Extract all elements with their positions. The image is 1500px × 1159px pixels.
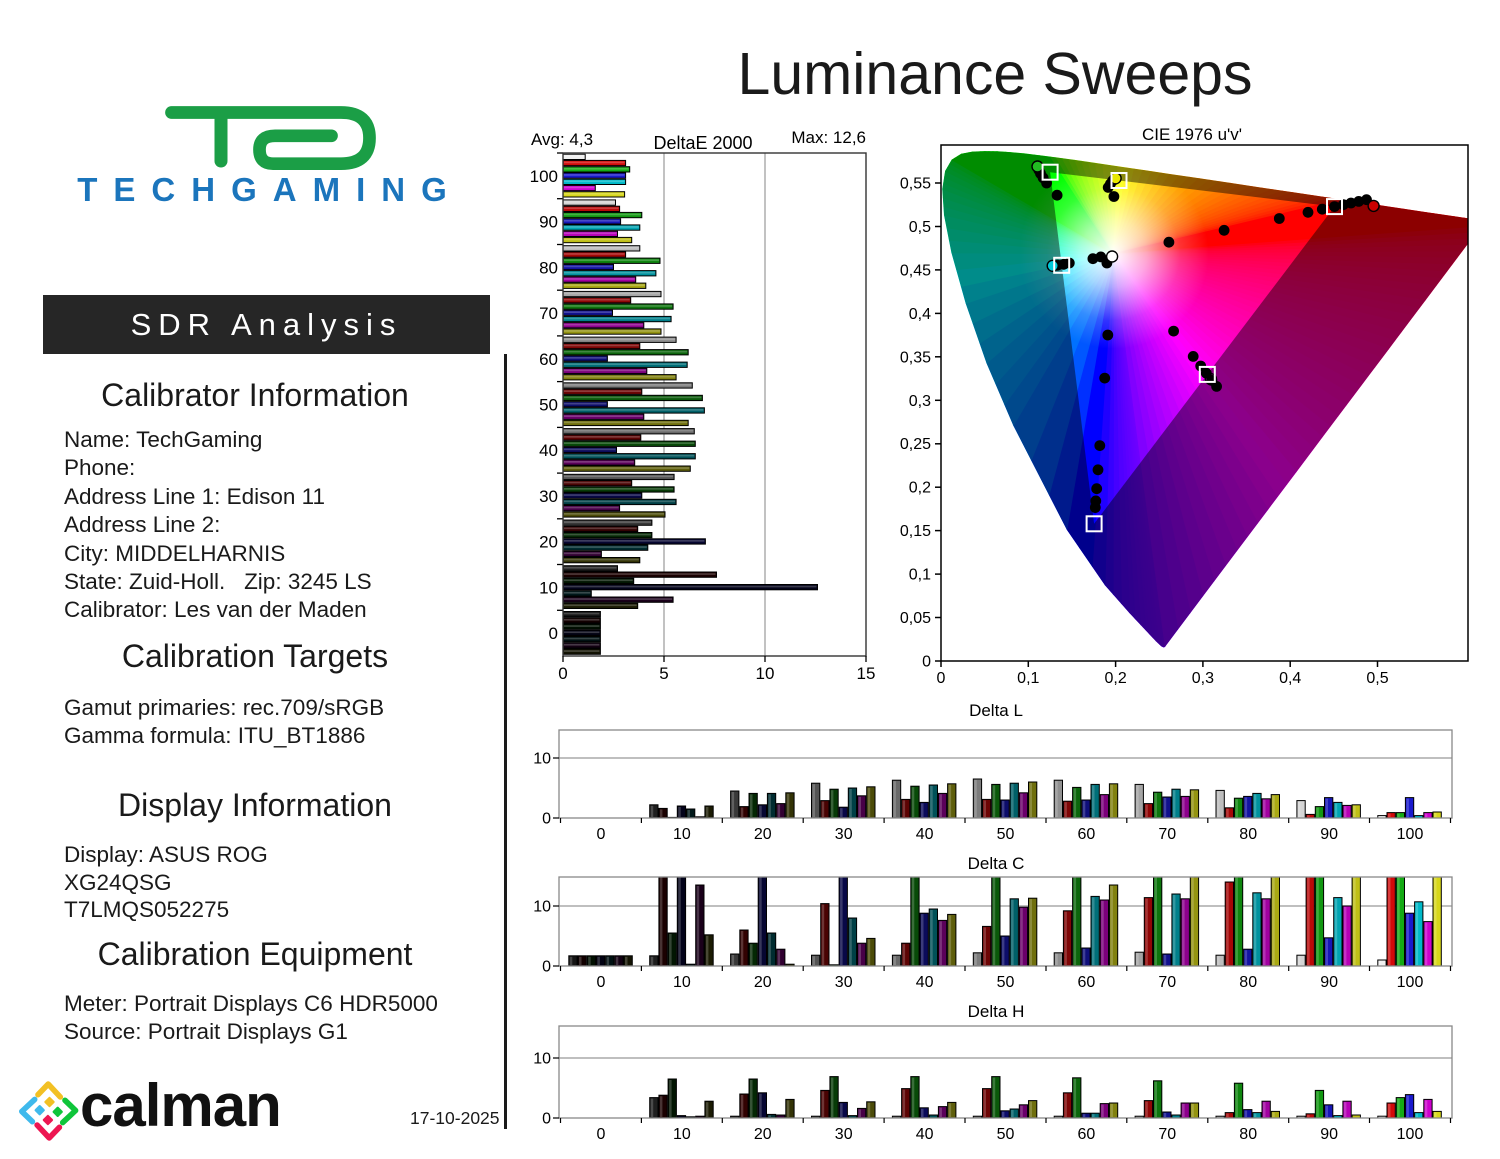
svg-text:80: 80 <box>1239 974 1257 991</box>
svg-text:50: 50 <box>539 396 558 415</box>
svg-text:0,4: 0,4 <box>909 306 931 323</box>
svg-text:10: 10 <box>533 751 551 768</box>
svg-text:Max: 12,6: Max: 12,6 <box>791 128 866 147</box>
svg-text:60: 60 <box>1078 826 1096 843</box>
svg-text:40: 40 <box>916 974 934 991</box>
svg-text:0,2: 0,2 <box>909 480 931 497</box>
svg-text:0,15: 0,15 <box>900 523 931 540</box>
svg-text:80: 80 <box>1239 826 1257 843</box>
svg-text:40: 40 <box>539 441 558 460</box>
svg-text:0,5: 0,5 <box>1366 670 1388 687</box>
svg-text:50: 50 <box>997 1126 1015 1143</box>
svg-text:10: 10 <box>533 899 551 916</box>
svg-text:20: 20 <box>754 974 772 991</box>
svg-text:60: 60 <box>539 350 558 369</box>
svg-text:Delta C: Delta C <box>968 854 1025 873</box>
svg-text:50: 50 <box>997 974 1015 991</box>
svg-text:100: 100 <box>1397 974 1424 991</box>
svg-text:0: 0 <box>937 670 946 687</box>
svg-text:0: 0 <box>542 811 551 828</box>
svg-text:0: 0 <box>597 974 606 991</box>
svg-text:Delta L: Delta L <box>969 701 1023 720</box>
svg-text:0: 0 <box>558 664 567 683</box>
svg-text:0: 0 <box>597 1126 606 1143</box>
svg-text:80: 80 <box>1239 1126 1257 1143</box>
svg-text:0,2: 0,2 <box>1104 670 1126 687</box>
svg-text:CIE 1976 u'v': CIE 1976 u'v' <box>1142 125 1242 144</box>
svg-text:30: 30 <box>539 487 558 506</box>
svg-text:10: 10 <box>673 826 691 843</box>
svg-text:0,1: 0,1 <box>909 567 931 584</box>
svg-text:0,3: 0,3 <box>1192 670 1214 687</box>
svg-text:30: 30 <box>835 1126 853 1143</box>
svg-text:20: 20 <box>539 533 558 552</box>
svg-text:100: 100 <box>530 167 558 186</box>
svg-text:80: 80 <box>539 258 558 277</box>
svg-text:0,3: 0,3 <box>909 393 931 410</box>
svg-text:0: 0 <box>922 654 931 671</box>
svg-text:0,25: 0,25 <box>900 436 931 453</box>
svg-text:0: 0 <box>542 1111 551 1128</box>
svg-text:20: 20 <box>754 1126 772 1143</box>
svg-text:70: 70 <box>539 304 558 323</box>
svg-text:100: 100 <box>1397 1126 1424 1143</box>
svg-text:0,45: 0,45 <box>900 262 931 279</box>
svg-text:90: 90 <box>1320 826 1338 843</box>
svg-text:0,55: 0,55 <box>900 176 931 193</box>
svg-text:0,5: 0,5 <box>909 219 931 236</box>
svg-text:10: 10 <box>673 974 691 991</box>
svg-text:30: 30 <box>835 826 853 843</box>
svg-text:30: 30 <box>835 974 853 991</box>
svg-text:10: 10 <box>533 1051 551 1068</box>
svg-text:40: 40 <box>916 826 934 843</box>
svg-text:60: 60 <box>1078 974 1096 991</box>
svg-text:90: 90 <box>1320 1126 1338 1143</box>
svg-text:50: 50 <box>997 826 1015 843</box>
svg-text:0,4: 0,4 <box>1279 670 1301 687</box>
svg-text:100: 100 <box>1397 826 1424 843</box>
svg-text:0,1: 0,1 <box>1017 670 1039 687</box>
svg-text:90: 90 <box>539 213 558 232</box>
svg-text:0: 0 <box>549 624 558 643</box>
svg-text:60: 60 <box>1078 1126 1096 1143</box>
svg-text:90: 90 <box>1320 974 1338 991</box>
svg-text:Delta H: Delta H <box>968 1002 1025 1021</box>
svg-text:70: 70 <box>1158 1126 1176 1143</box>
svg-text:10: 10 <box>756 664 775 683</box>
svg-text:0: 0 <box>542 959 551 976</box>
svg-text:70: 70 <box>1158 826 1176 843</box>
svg-text:70: 70 <box>1158 974 1176 991</box>
svg-text:calman: calman <box>80 1072 281 1139</box>
svg-text:DeltaE 2000: DeltaE 2000 <box>653 133 752 153</box>
svg-text:0: 0 <box>597 826 606 843</box>
svg-text:10: 10 <box>673 1126 691 1143</box>
svg-text:TECHGAMING: TECHGAMING <box>77 171 463 208</box>
svg-text:40: 40 <box>916 1126 934 1143</box>
svg-text:Avg: 4,3: Avg: 4,3 <box>531 130 593 149</box>
svg-text:10: 10 <box>539 578 558 597</box>
svg-text:0,05: 0,05 <box>900 610 931 627</box>
svg-text:20: 20 <box>754 826 772 843</box>
svg-text:15: 15 <box>857 664 876 683</box>
svg-text:5: 5 <box>659 664 668 683</box>
svg-text:0,35: 0,35 <box>900 349 931 366</box>
